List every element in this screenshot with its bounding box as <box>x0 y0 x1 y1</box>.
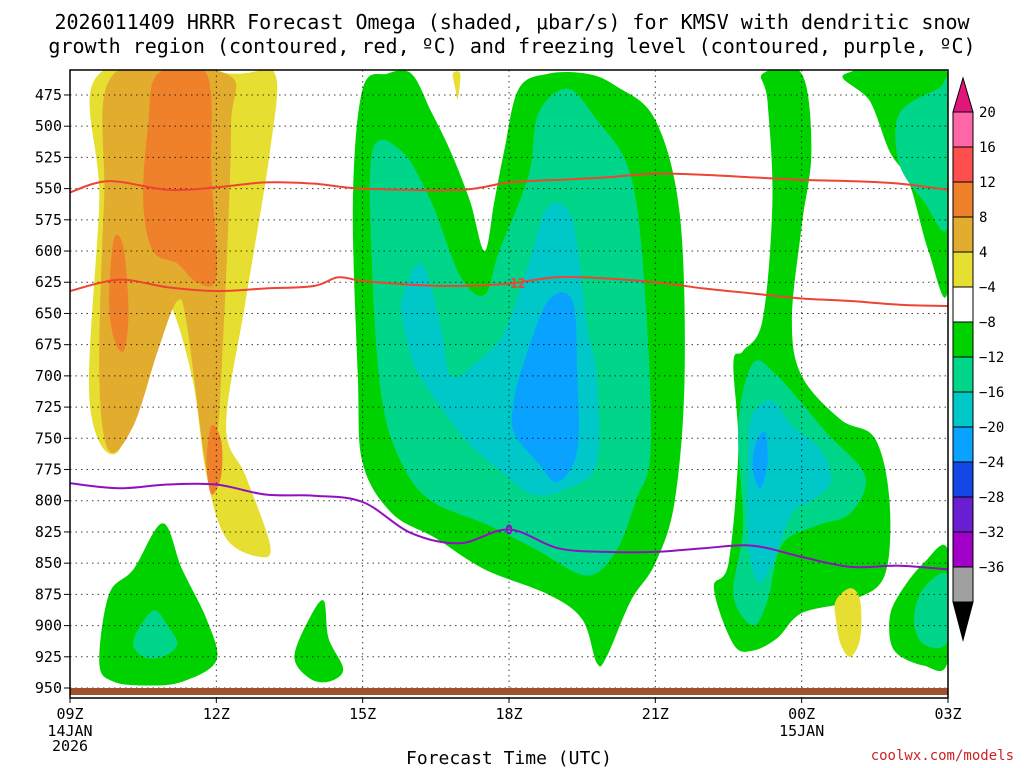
x-tick-sublabel-09Z-0: 14JAN <box>47 722 92 740</box>
colorbar: 20 16 12 8 4 −4 −8 −12 −16 −20 −24 −28 −32 −36 <box>952 76 1004 642</box>
colorbar-bottom-triangle <box>952 601 974 642</box>
y-tick-label-950: 950 <box>35 679 62 697</box>
omega-region-21 <box>834 588 862 657</box>
y-tick-label-900: 900 <box>35 617 62 635</box>
colorbar-label-8: −16 <box>979 385 1004 401</box>
x-tick-label-00Z: 00Z <box>788 705 815 723</box>
y-tick-label-800: 800 <box>35 492 62 510</box>
colorbar-bin-9 <box>952 426 974 463</box>
x-tick-sublabel-09Z-1: 2026 <box>52 737 88 755</box>
y-tick-label-725: 725 <box>35 398 62 416</box>
colorbar-label-13: −36 <box>979 560 1004 576</box>
x-tick-label-09Z: 09Z <box>56 705 83 723</box>
y-tick-label-575: 575 <box>35 211 62 229</box>
colorbar-top-triangle <box>952 76 974 113</box>
colorbar-label-2: 12 <box>979 175 996 191</box>
plot-area: -12 0 <box>69 69 949 699</box>
y-axis: 475 500 525 550 575 600 625 650 675 700 725 750 775 8… <box>35 86 70 697</box>
colorbar-label-12: −32 <box>979 525 1004 541</box>
y-tick-label-700: 700 <box>35 367 62 385</box>
colorbar-label-1: 16 <box>979 140 996 156</box>
chart-title-line-2: growth region (contoured, red, ºC) and f… <box>48 34 975 58</box>
omega-region-5 <box>452 71 461 100</box>
x-tick-sublabel-00Z-0: 15JAN <box>779 722 824 740</box>
y-tick-label-850: 850 <box>35 554 62 572</box>
colorbar-bin-13 <box>952 566 974 603</box>
colorbar-bin-11 <box>952 496 974 533</box>
y-tick-label-475: 475 <box>35 86 62 104</box>
x-tick-label-03Z: 03Z <box>934 705 961 723</box>
colorbar-bin-7 <box>952 356 974 393</box>
x-tick-label-18Z: 18Z <box>495 705 522 723</box>
colorbar-label-3: 8 <box>979 210 987 226</box>
contour-freezing <box>70 482 948 571</box>
omega-region-2 <box>143 70 217 287</box>
contour-dgz_upper <box>70 172 948 194</box>
omega-region-4 <box>206 425 223 495</box>
colorbar-bin-6 <box>952 321 974 358</box>
colorbar-label-0: 20 <box>979 105 996 121</box>
colorbar-label-6: −8 <box>979 315 996 331</box>
y-tick-label-500: 500 <box>35 117 62 135</box>
colorbar-label-5: −4 <box>979 280 996 296</box>
colorbar-bin-3 <box>952 216 974 253</box>
y-tick-label-525: 525 <box>35 148 62 166</box>
colorbar-bin-12 <box>952 531 974 568</box>
y-tick-label-875: 875 <box>35 585 62 603</box>
colorbar-label-9: −20 <box>979 420 1004 436</box>
contour-label-dgz_lower: -12 <box>502 277 525 292</box>
colorbar-bin-2 <box>952 181 974 218</box>
omega-region-16 <box>133 610 178 659</box>
colorbar-label-7: −12 <box>979 350 1004 366</box>
y-tick-label-825: 825 <box>35 523 62 541</box>
credit-text: coolwx.com/models <box>871 748 1014 764</box>
omega-region-3 <box>109 234 129 353</box>
x-tick-label-12Z: 12Z <box>203 705 230 723</box>
omega-region-15 <box>913 572 948 649</box>
contour-label-freezing: 0 <box>505 523 513 538</box>
x-axis-label: Forecast Time (UTC) <box>406 748 612 768</box>
colorbar-label-10: −24 <box>979 455 1004 471</box>
y-tick-label-600: 600 <box>35 242 62 260</box>
y-tick-label-650: 650 <box>35 304 62 322</box>
y-tick-label-675: 675 <box>35 336 62 354</box>
colorbar-bin-8 <box>952 391 974 428</box>
y-tick-label-925: 925 <box>35 648 62 666</box>
terrain-strip <box>70 688 948 695</box>
omega-region-14 <box>895 77 948 232</box>
colorbar-label-4: 4 <box>979 245 987 261</box>
colorbar-bin-4 <box>952 251 974 288</box>
grid-lines <box>70 70 948 698</box>
omega-region-19 <box>511 292 579 483</box>
omega-region-11 <box>294 600 344 683</box>
y-tick-label-550: 550 <box>35 180 62 198</box>
y-tick-label-625: 625 <box>35 273 62 291</box>
x-tick-label-21Z: 21Z <box>642 705 669 723</box>
colorbar-bin-0 <box>952 111 974 148</box>
contour-dgz_lower <box>70 275 948 307</box>
omega-region-18 <box>747 400 832 583</box>
colorbar-bin-1 <box>952 146 974 183</box>
colorbar-bin-10 <box>952 461 974 498</box>
chart-title-line-1: 2026011409 HRRR Forecast Omega (shaded, … <box>54 10 970 34</box>
contour-lines: -12 0 <box>70 172 948 571</box>
y-tick-label-775: 775 <box>35 461 62 479</box>
omega-region-20 <box>752 431 768 489</box>
colorbar-label-11: −28 <box>979 490 1004 506</box>
x-tick-label-15Z: 15Z <box>349 705 376 723</box>
omega-shaded-regions <box>88 70 948 686</box>
y-tick-label-750: 750 <box>35 429 62 447</box>
omega-region-10 <box>99 523 218 686</box>
colorbar-bin-5 <box>952 286 974 323</box>
